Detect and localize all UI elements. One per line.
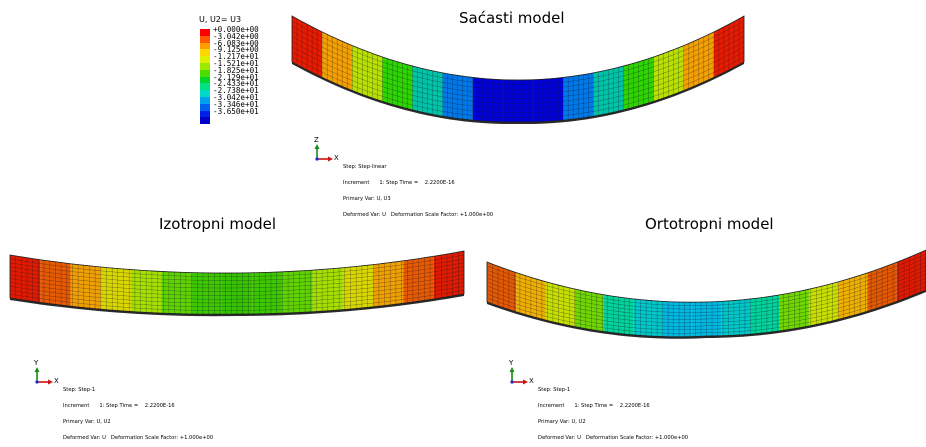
step-info-line: Increment 1: Step Time = 2.2200E-16 — [343, 180, 455, 187]
triad-right-label-izotropni: X — [54, 377, 59, 385]
legend-swatch — [200, 117, 210, 125]
legend-value: -1.825e+01 — [213, 65, 259, 75]
axis-triad-ortotropni — [509, 367, 528, 385]
legend-value: -3.042e+01 — [213, 93, 259, 102]
step-info-line: Step: Step-linear — [343, 163, 387, 170]
legend-swatch — [200, 76, 210, 84]
legend-swatch — [200, 35, 210, 43]
legend-value: +0.000e+00 — [213, 25, 259, 34]
legend-value: -1.521e+01 — [213, 59, 259, 68]
legend-value: -2.738e+01 — [213, 86, 259, 96]
legend-swatch — [200, 69, 210, 77]
triad-up-arrow — [314, 144, 320, 149]
triad-up-label-ortotropni: Y — [509, 359, 514, 367]
beam-outline — [291, 15, 745, 123]
triad-up-label-izotropni: Y — [34, 359, 39, 367]
legend-value: -2.433e+01 — [213, 79, 259, 89]
step-info-sacasti: Step: Step-linear Increment 1: Step Time… — [343, 154, 493, 224]
legend-swatch — [200, 63, 210, 70]
beam-outline — [9, 250, 465, 315]
triad-origin — [510, 380, 514, 384]
legend-value: -3.346e+01 — [213, 99, 259, 109]
triad-x-arrow — [48, 379, 53, 385]
legend-swatch — [200, 103, 210, 111]
triad-x-arrow — [523, 379, 528, 385]
step-info-line: Deformed Var: U Deformation Scale Factor… — [63, 435, 214, 442]
legend-value: -6.083e+00 — [213, 38, 259, 48]
step-info-line: Primary Var: U, U2 — [538, 419, 586, 426]
legend-swatch — [200, 97, 210, 104]
triad-up-arrow — [34, 367, 40, 372]
triad-right-label-sacasti: X — [334, 154, 339, 162]
legend-swatch — [200, 83, 210, 91]
legend-value: -3.650e+01 — [213, 106, 259, 116]
step-info-line: Deformed Var: U Deformation Scale Factor… — [538, 435, 689, 442]
legend-value: -9.125e+00 — [213, 45, 259, 55]
step-info-line: Step: Step-1 — [538, 386, 571, 393]
title-ortotropni-model: Ortotropni model — [645, 215, 774, 233]
triad-origin — [35, 380, 39, 384]
beam-sacasti — [291, 15, 745, 125]
legend-value: -2.129e+01 — [213, 72, 259, 82]
contour-band — [282, 270, 313, 314]
step-info-line: Step: Step-1 — [63, 386, 96, 393]
contour-band — [252, 271, 283, 314]
beam-bottom-edge — [10, 294, 464, 317]
legend-header: U, U2= U3 — [199, 15, 242, 24]
triad-up-label-sacasti: Z — [314, 136, 319, 144]
triad-right-label-ortotropni: X — [529, 377, 534, 385]
legend-value: -1.217e+01 — [213, 52, 259, 62]
axis-triad-sacasti — [314, 144, 333, 162]
fe-results-canvas — [9, 15, 926, 385]
legend-swatch — [200, 49, 210, 57]
legend-swatch — [200, 29, 210, 36]
title-sacasti-model: Saćasti model — [459, 9, 565, 27]
beam-outline — [486, 249, 926, 338]
title-izotropni-model: Izotropni model — [159, 215, 277, 233]
legend-swatch — [200, 56, 210, 63]
contour-band — [161, 271, 192, 314]
legend-swatch — [200, 42, 210, 50]
triad-x-arrow — [328, 156, 333, 162]
contour-band — [100, 267, 132, 312]
contour-band — [574, 289, 605, 332]
step-info-ortotropni: Step: Step-1 Increment 1: Step Time = 2.… — [538, 377, 688, 447]
legend-swatch — [200, 110, 210, 118]
triad-origin — [315, 157, 319, 161]
step-info-line: Primary Var: U, U3 — [343, 196, 391, 203]
triad-up-arrow — [509, 367, 515, 372]
contour-band — [191, 272, 222, 315]
contour-band — [342, 264, 374, 310]
legend-swatch — [200, 90, 210, 97]
step-info-line: Primary Var: U, U2 — [63, 419, 111, 426]
axis-triad-izotropni — [34, 367, 53, 385]
beam-izotropni — [9, 250, 465, 317]
step-info-izotropni: Step: Step-1 Increment 1: Step Time = 2.… — [63, 377, 213, 447]
legend-value: -3.042e+00 — [213, 31, 259, 41]
beam-bottom-edge — [292, 62, 744, 125]
step-info-line: Deformed Var: U Deformation Scale Factor… — [343, 212, 494, 219]
beam-ortotropni — [486, 249, 926, 339]
